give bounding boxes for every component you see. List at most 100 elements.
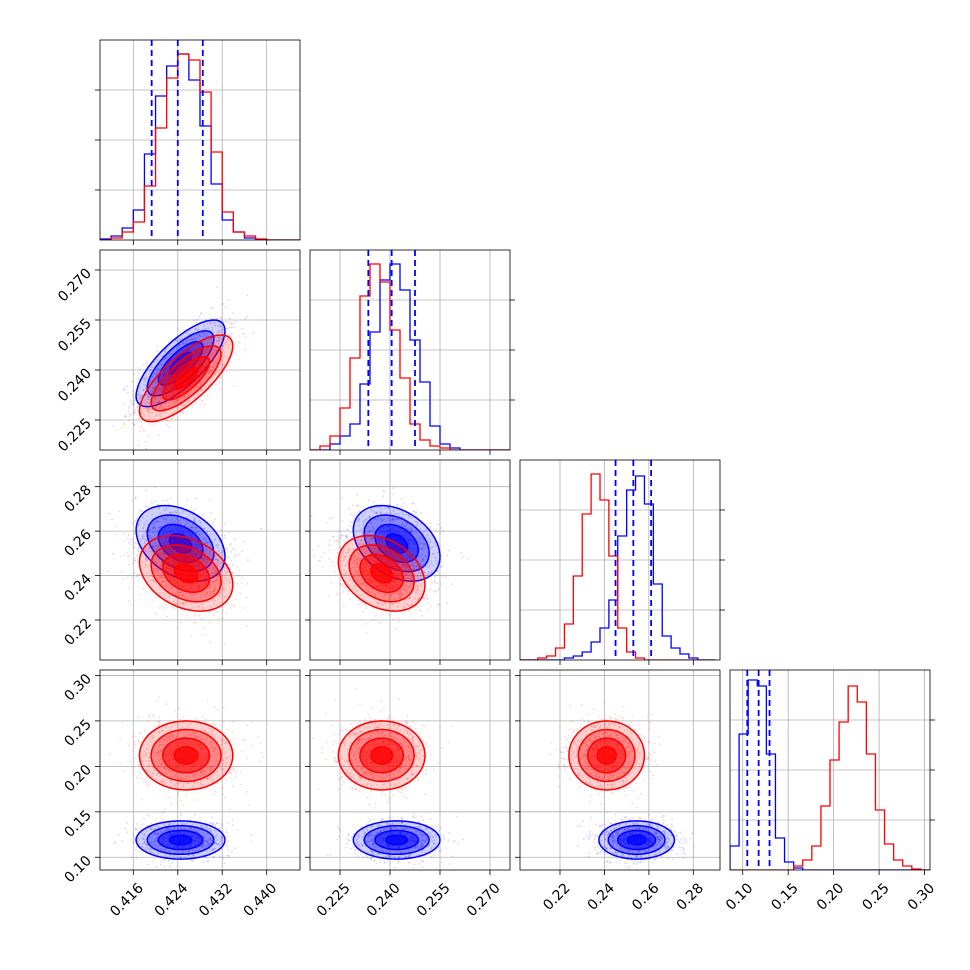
scatter-point [186, 499, 188, 501]
scatter-point [201, 351, 204, 354]
scatter-point [421, 553, 423, 556]
scatter-point [184, 601, 187, 604]
scatter-point [206, 542, 209, 544]
scatter-point [205, 351, 208, 353]
scatter-point [178, 603, 181, 605]
scatter-point [158, 553, 161, 556]
scatter-point [374, 518, 377, 521]
scatter-point [232, 326, 235, 329]
scatter-point [229, 322, 232, 324]
scatter-point [143, 524, 146, 527]
scatter-point [398, 541, 400, 544]
scatter-point [157, 367, 160, 369]
scatter-point [416, 565, 419, 567]
scatter-point [133, 532, 136, 535]
scatter-point [154, 397, 157, 400]
scatter-point [158, 375, 161, 378]
scatter-point [138, 401, 141, 404]
scatter-point [208, 552, 211, 555]
scatter-point [212, 589, 215, 592]
scatter-point [206, 591, 208, 594]
scatter-point [380, 508, 383, 510]
scatter-point [217, 617, 220, 620]
scatter-point [241, 327, 244, 330]
scatter-point [428, 541, 431, 544]
scatter-point [212, 358, 215, 360]
scatter-point [216, 564, 219, 567]
scatter-point [224, 534, 226, 537]
scatter-point [164, 356, 167, 359]
scatter-point [181, 511, 183, 513]
scatter-point [171, 417, 173, 420]
scatter-point [183, 360, 186, 363]
scatter-point [184, 396, 186, 398]
scatter-point [153, 395, 156, 398]
scatter-point [197, 394, 200, 396]
scatter-point [194, 605, 197, 608]
scatter-point [412, 502, 415, 504]
scatter-point [234, 352, 237, 355]
scatter-point [411, 564, 414, 567]
scatter-point [206, 342, 208, 345]
scatter-point [194, 621, 197, 624]
scatter-point [222, 320, 225, 323]
scatter-point [198, 519, 201, 522]
scatter-point [199, 521, 202, 524]
scatter-point [127, 391, 129, 394]
scatter-point [172, 369, 175, 372]
scatter-point [204, 558, 207, 560]
scatter-point [176, 518, 179, 521]
scatter-point [391, 522, 394, 525]
scatter-point [216, 544, 219, 547]
scatter-point [112, 424, 115, 427]
scatter-point [216, 578, 219, 581]
scatter-point [145, 505, 148, 508]
scatter-point [158, 554, 161, 557]
scatter-point [199, 335, 201, 337]
scatter-point [146, 559, 148, 562]
scatter-point [243, 540, 246, 543]
scatter-point [153, 542, 155, 545]
scatter-point [165, 380, 168, 382]
scatter-point [144, 405, 147, 407]
scatter-point [188, 329, 191, 332]
scatter-point [181, 343, 183, 346]
scatter-point [205, 633, 208, 636]
scatter-point [205, 376, 207, 379]
scatter-point [209, 317, 212, 320]
scatter-point [127, 533, 130, 536]
scatter-point [238, 358, 241, 361]
scatter-point [176, 405, 179, 408]
scatter-point [165, 369, 168, 372]
scatter-point [212, 339, 215, 342]
scatter-point [215, 558, 217, 561]
scatter-point [158, 520, 161, 523]
scatter-point [153, 580, 156, 583]
scatter-point [237, 341, 240, 343]
scatter-point [373, 547, 376, 550]
scatter-point [195, 353, 198, 356]
scatter-point [186, 592, 189, 595]
scatter-point [234, 321, 237, 323]
scatter-point [202, 353, 205, 356]
scatter-point [134, 576, 137, 578]
scatter-point [218, 344, 221, 347]
scatter-point [241, 576, 243, 579]
scatter-point [158, 413, 161, 416]
scatter-point [440, 561, 443, 563]
scatter-point [179, 545, 182, 548]
scatter-point [155, 394, 157, 397]
scatter-point [201, 335, 204, 338]
scatter-point [171, 548, 174, 551]
scatter-point [197, 354, 200, 356]
scatter-point [404, 525, 407, 527]
scatter-point [143, 384, 146, 386]
scatter-point [137, 548, 139, 551]
scatter-point [123, 532, 126, 535]
scatter-point [150, 501, 153, 504]
scatter-point [229, 544, 232, 546]
scatter-point [422, 559, 425, 562]
scatter-point [177, 539, 180, 541]
scatter-point [181, 594, 184, 597]
